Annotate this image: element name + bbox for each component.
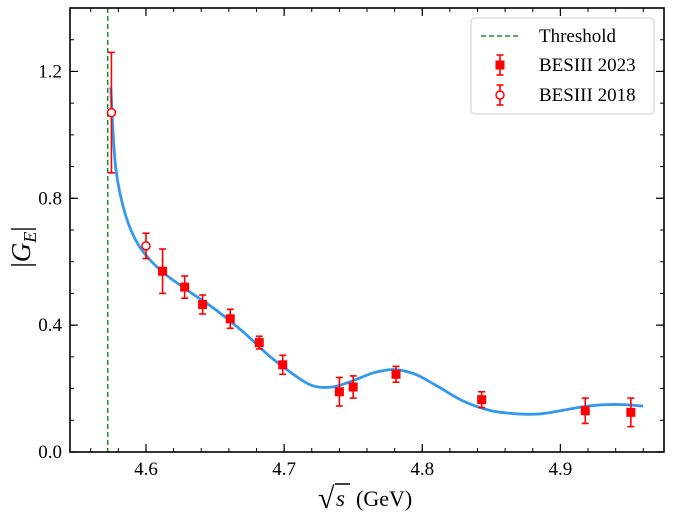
square-marker [626,407,636,417]
x-axis-title-var: s [336,486,345,511]
data-point-besiii-2023 [626,397,636,428]
square-marker [225,314,235,324]
legend-besiii-2023-label: BESIII 2023 [539,55,636,76]
data-point-besiii-2023 [254,335,264,350]
y-axis-title-sub: E [20,232,40,244]
axis-ticks: 4.6 4.7 4.8 4.9 0.0 0.4 0.8 1.2 [38,7,664,480]
square-marker [580,406,590,416]
square-marker [198,300,208,310]
y-tick-label: 0.8 [38,188,62,209]
y-axis-title-var: G [6,243,36,263]
data-point-besiii-2023 [158,248,168,295]
legend-circle-marker [495,90,505,100]
x-tick-label: 4.9 [549,459,573,480]
circle-marker [141,241,151,251]
data-point-besiii-2018 [106,51,117,174]
y-axis-title: |GE| [6,226,40,267]
data-point-besiii-2023 [580,397,590,425]
data-point-besiii-2023 [180,275,190,299]
circle-marker [106,107,117,118]
square-marker [158,266,168,276]
data-point-besiii-2023 [225,308,235,330]
legend-besiii-2023-swatch [495,54,505,76]
data-point-besiii-2023 [334,376,344,407]
x-tick-label: 4.8 [410,459,434,480]
square-marker [477,395,487,405]
x-axis-title: √ s (GeV) [318,482,412,515]
plot-layer [106,8,644,452]
legend-box [470,17,655,115]
square-marker [278,360,288,370]
y-tick-label: 0.4 [38,315,62,336]
data-point-besiii-2023 [278,354,288,376]
legend-besiii-2018-swatch [495,84,505,106]
legend-threshold-label: Threshold [539,26,617,47]
square-marker [334,387,344,397]
x-axis-title-radical: √ [318,482,335,515]
square-marker [180,282,190,292]
x-axis-title-unit: (GeV) [356,486,412,511]
y-tick-label: 0.0 [38,442,62,463]
y-axis-title-bar-right: | [6,226,36,231]
legend-besiii-2018-label: BESIII 2018 [539,85,636,106]
square-marker [391,369,401,379]
y-axis-title-bar-left: | [6,262,36,267]
square-marker [348,382,358,392]
x-tick-label: 4.7 [272,459,296,480]
legend-square-marker [495,60,505,70]
square-marker [254,338,264,348]
data-point-besiii-2018 [141,232,151,260]
x-tick-label: 4.6 [134,459,158,480]
legend: Threshold BESIII 2023 BESIII 2018 [470,17,655,115]
data-point-besiii-2023 [391,365,401,384]
data-point-besiii-2023 [477,390,487,409]
data-point-besiii-2023 [198,294,208,315]
data-point-besiii-2023 [348,375,358,399]
y-tick-label: 1.2 [38,61,62,82]
